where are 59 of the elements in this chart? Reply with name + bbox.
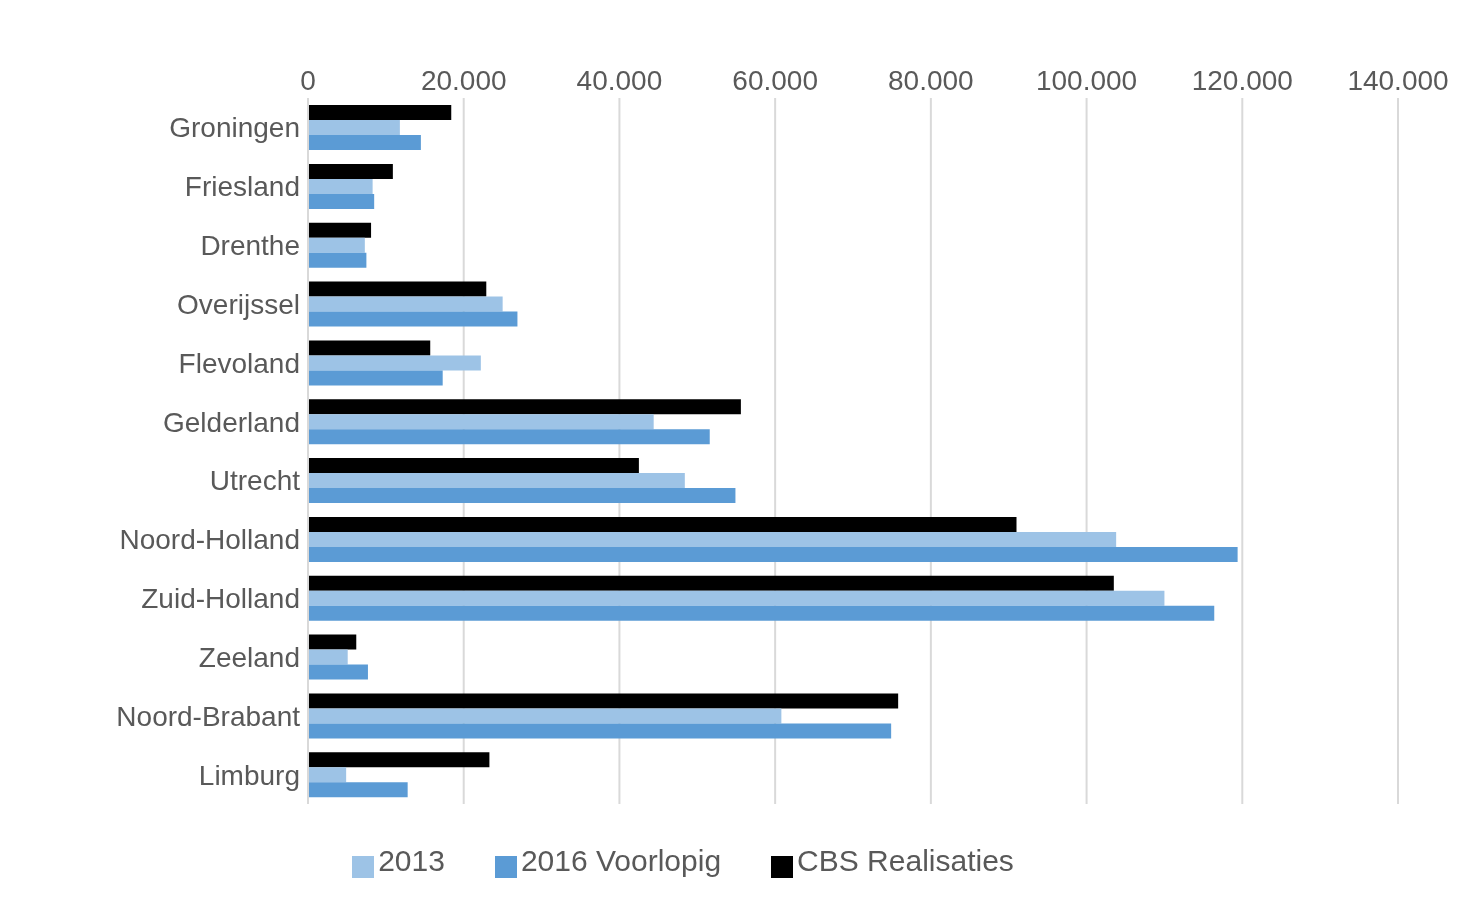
y-tick-label: Flevoland: [178, 347, 300, 379]
bar: [308, 135, 421, 151]
bar: [308, 399, 741, 415]
bar: [308, 120, 400, 136]
bar: [308, 708, 782, 724]
x-tick-label: 120.000: [1191, 65, 1293, 96]
legend-label: 2016 Voorlopig: [520, 844, 722, 877]
x-tick-label: 40.000: [576, 65, 663, 96]
bar: [308, 473, 685, 489]
legend-label: CBS Realisaties: [797, 844, 1014, 877]
bar: [308, 178, 373, 194]
bar: [308, 296, 503, 312]
bar: [308, 767, 347, 783]
bar: [308, 605, 1215, 621]
bar: [308, 163, 393, 179]
bar: [308, 488, 736, 504]
bar: [308, 340, 431, 356]
y-tick-label: Utrecht: [209, 465, 301, 497]
x-tick-label: 140.000: [1347, 65, 1449, 96]
bar: [308, 222, 372, 238]
y-tick-label: Zuid-Holland: [141, 583, 300, 615]
bar: [308, 355, 481, 371]
bar: [308, 193, 375, 209]
bar: [308, 782, 408, 798]
bar: [308, 575, 1114, 591]
y-tick-label: Overijssel: [177, 288, 300, 320]
bar: [308, 649, 348, 665]
bar: [308, 281, 487, 297]
x-tick-label: 0: [300, 65, 316, 96]
bar: [308, 252, 367, 268]
bar: [308, 105, 452, 121]
y-tick-label: Zeeland: [198, 641, 300, 673]
y-tick-label: Gelderland: [163, 406, 300, 438]
x-tick-label: 60.000: [732, 65, 818, 96]
y-tick-label: Noord-Brabant: [116, 700, 301, 732]
bar: [308, 546, 1238, 562]
bar: [308, 634, 357, 650]
bar: [308, 429, 710, 445]
y-tick-label: Noord-Holland: [119, 524, 300, 556]
bar: [308, 531, 1117, 547]
bar: [308, 458, 639, 474]
bar: [308, 693, 899, 709]
bar: [308, 752, 490, 768]
bar: [308, 237, 365, 253]
bar: [308, 664, 368, 680]
bar: [308, 414, 654, 430]
x-tick-label: 80.000: [888, 65, 974, 96]
y-tick-label: Friesland: [184, 171, 300, 203]
bar: [308, 370, 443, 386]
bar: [308, 723, 892, 739]
y-tick-label: Groningen: [169, 112, 300, 144]
bar: [308, 590, 1165, 606]
legend-label: 2013: [378, 844, 445, 877]
bar: [308, 516, 1017, 532]
bar: [308, 311, 518, 327]
x-tick-label: 20.000: [420, 65, 507, 96]
x-tick-label: 100.000: [1035, 65, 1138, 96]
y-tick-label: Drenthe: [200, 230, 300, 262]
y-tick-label: Limburg: [198, 759, 300, 791]
